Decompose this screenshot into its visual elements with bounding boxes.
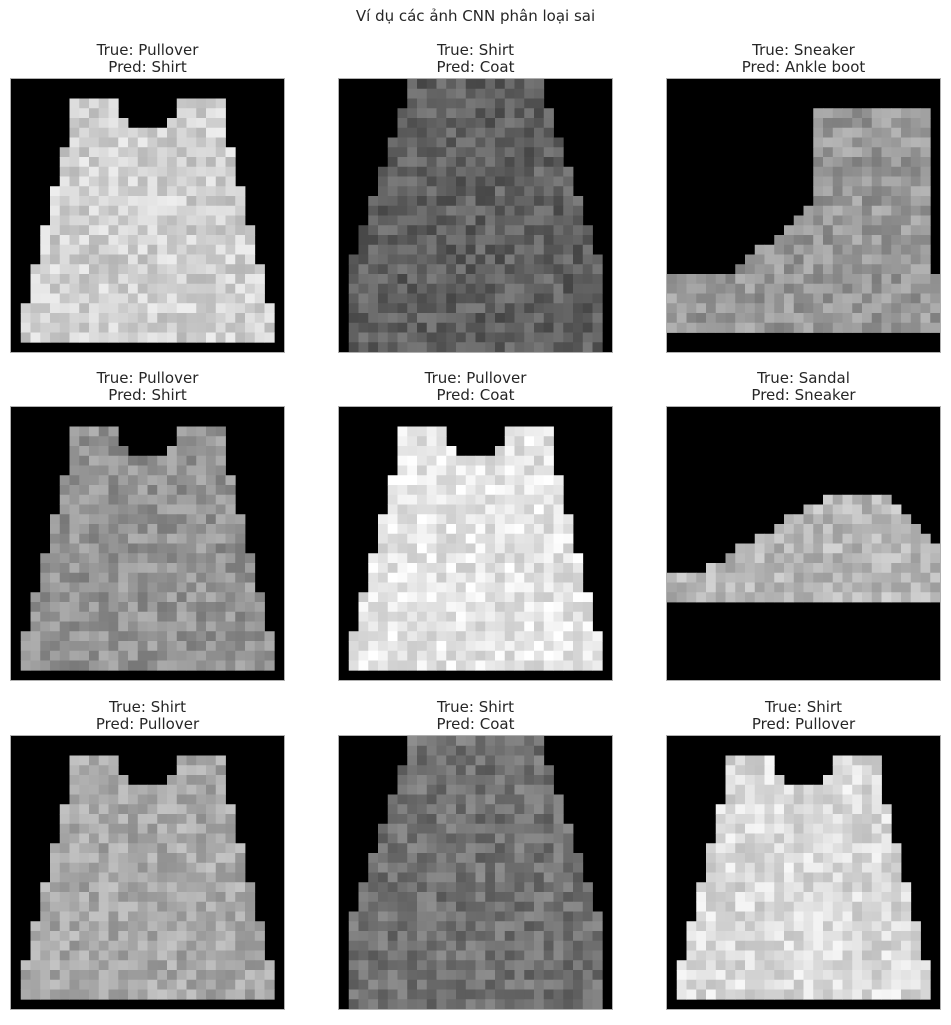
panel-9-image xyxy=(666,735,941,1010)
panel-1-true-label: True: Pullover xyxy=(96,41,199,59)
panel-2: True: Shirt Pred: Coat xyxy=(338,42,613,353)
pixel-image xyxy=(667,407,940,680)
panel-1-pred-label: Pred: Shirt xyxy=(108,58,187,76)
panel-5-true-label: True: Pullover xyxy=(424,369,527,387)
panel-2-true-label: True: Shirt xyxy=(437,41,514,59)
panel-8-true-label: True: Shirt xyxy=(437,698,514,716)
panel-3-image xyxy=(666,78,941,353)
panel-6-pred-label: Pred: Sneaker xyxy=(751,386,856,404)
panel-7-image xyxy=(10,735,285,1010)
panel-4-title: True: Pullover Pred: Shirt xyxy=(10,370,285,406)
panel-8: True: Shirt Pred: Coat xyxy=(338,699,613,1010)
panel-4-pred-label: Pred: Shirt xyxy=(108,386,187,404)
panel-9: True: Shirt Pred: Pullover xyxy=(666,699,941,1010)
panel-5-image xyxy=(338,406,613,681)
pixel-image xyxy=(667,79,940,352)
panel-6-title: True: Sandal Pred: Sneaker xyxy=(666,370,941,406)
panel-9-title: True: Shirt Pred: Pullover xyxy=(666,699,941,735)
panel-2-image xyxy=(338,78,613,353)
panel-4: True: Pullover Pred: Shirt xyxy=(10,370,285,681)
panel-9-pred-label: Pred: Pullover xyxy=(751,715,856,733)
panel-2-pred-label: Pred: Coat xyxy=(436,58,515,76)
pixel-image xyxy=(11,407,284,680)
pixel-image xyxy=(11,736,284,1009)
panel-3-title: True: Sneaker Pred: Ankle boot xyxy=(666,42,941,78)
panel-6: True: Sandal Pred: Sneaker xyxy=(666,370,941,681)
panel-8-title: True: Shirt Pred: Coat xyxy=(338,699,613,735)
panel-6-true-label: True: Sandal xyxy=(757,369,850,387)
panel-3: True: Sneaker Pred: Ankle boot xyxy=(666,42,941,353)
panel-7: True: Shirt Pred: Pullover xyxy=(10,699,285,1010)
panel-7-true-label: True: Shirt xyxy=(109,698,186,716)
panel-6-image xyxy=(666,406,941,681)
panel-4-image xyxy=(10,406,285,681)
panel-8-pred-label: Pred: Coat xyxy=(436,715,515,733)
panel-5-pred-label: Pred: Coat xyxy=(436,386,515,404)
panel-7-title: True: Shirt Pred: Pullover xyxy=(10,699,285,735)
panel-9-true-label: True: Shirt xyxy=(765,698,842,716)
pixel-image xyxy=(339,736,612,1009)
panel-2-title: True: Shirt Pred: Coat xyxy=(338,42,613,78)
panel-3-pred-label: Pred: Ankle boot xyxy=(741,58,866,76)
panel-1-image xyxy=(10,78,285,353)
panel-3-true-label: True: Sneaker xyxy=(752,41,855,59)
panel-7-pred-label: Pred: Pullover xyxy=(95,715,200,733)
panel-5-title: True: Pullover Pred: Coat xyxy=(338,370,613,406)
panel-8-image xyxy=(338,735,613,1010)
panel-1-title: True: Pullover Pred: Shirt xyxy=(10,42,285,78)
figure-title: Ví dụ các ảnh CNN phân loại sai xyxy=(355,7,596,25)
pixel-image xyxy=(11,79,284,352)
pixel-image xyxy=(339,79,612,352)
pixel-image xyxy=(339,407,612,680)
pixel-image xyxy=(667,736,940,1009)
panel-1: True: Pullover Pred: Shirt xyxy=(10,42,285,353)
panel-4-true-label: True: Pullover xyxy=(96,369,199,387)
panel-5: True: Pullover Pred: Coat xyxy=(338,370,613,681)
